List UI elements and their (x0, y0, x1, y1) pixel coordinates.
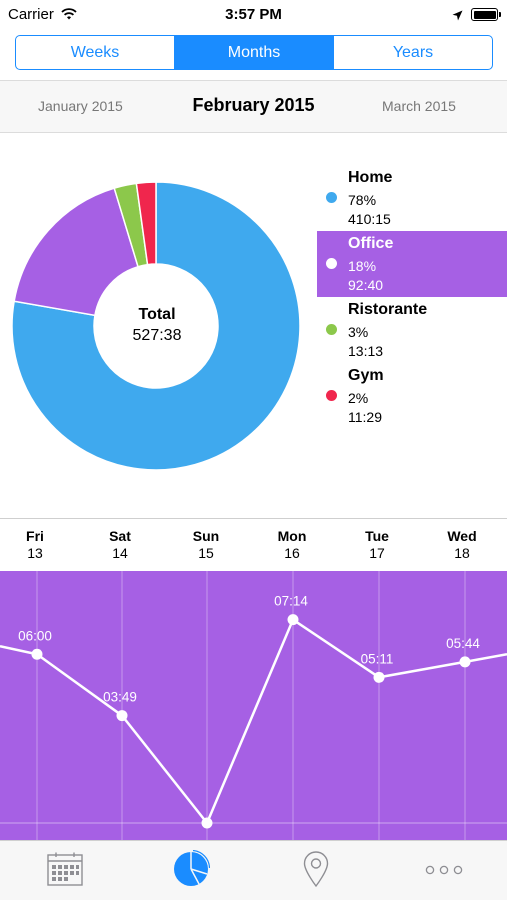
day-name: Sat (109, 528, 131, 544)
day-number: 14 (112, 545, 128, 561)
chart-point-2[interactable] (201, 817, 213, 829)
chart-point-4[interactable] (373, 671, 385, 683)
location-arrow-icon (452, 8, 463, 26)
days-divider (0, 518, 507, 519)
calendar-icon (47, 852, 83, 891)
legend-dot-office (326, 258, 337, 269)
day-column-wed[interactable]: Wed 18 (432, 528, 492, 562)
donut-chart[interactable] (10, 180, 302, 472)
legend-name: Home (348, 169, 393, 186)
legend-time: 11:29 (348, 409, 382, 425)
chart-point-label: 05:11 (361, 651, 394, 666)
legend-time: 410:15 (348, 211, 391, 227)
legend-percent: 2% (348, 390, 369, 406)
pie-chart-icon (172, 849, 211, 893)
header-divider (0, 80, 507, 81)
legend-item-gym[interactable]: Gym 2% 11:29 (317, 363, 507, 429)
day-name: Mon (277, 528, 307, 544)
wifi-icon (61, 7, 77, 25)
legend-dot-gym (326, 390, 337, 401)
legend-dot-home (326, 192, 337, 203)
legend-item-office[interactable]: Office 18% 92:40 (317, 231, 507, 297)
status-time: 3:57 PM (225, 6, 282, 23)
chart-point-label: 06:00 (18, 628, 52, 643)
day-column-sun[interactable]: Sun 15 (176, 528, 236, 562)
day-column-fri[interactable]: Fri 13 (5, 528, 65, 562)
next-month-button[interactable]: March 2015 (382, 98, 456, 114)
day-column-sat[interactable]: Sat 14 (90, 528, 150, 562)
day-name: Wed (447, 528, 477, 544)
legend-item-home[interactable]: Home 78% 410:15 (317, 165, 507, 231)
segment-months[interactable]: Months (174, 36, 333, 69)
days-row: Fri 13 Sat 14 Sun 15 Mon 16 Tue 17 Wed 1… (0, 519, 507, 571)
legend-item-ristorante[interactable]: Ristorante 3% 13:13 (317, 297, 507, 363)
legend-name: Gym (348, 367, 384, 384)
previous-month-button[interactable]: January 2015 (38, 98, 123, 114)
legend: Home 78% 410:15 Office 18% 92:40 Ristora… (317, 165, 507, 429)
tab-places[interactable] (276, 841, 356, 900)
chart-series-line (0, 618, 507, 825)
day-number: 17 (369, 545, 385, 561)
donut-slice-gym[interactable] (135, 181, 157, 266)
day-name: Tue (365, 528, 389, 544)
day-number: 16 (284, 545, 300, 561)
legend-percent: 78% (348, 192, 377, 208)
chart-point-0[interactable] (31, 648, 43, 660)
status-bar: Carrier 3:57 PM (0, 0, 507, 30)
battery-icon (471, 8, 501, 21)
segment-years[interactable]: Years (333, 36, 492, 69)
donut-slice-home[interactable] (11, 181, 301, 471)
donut-slice-office[interactable] (13, 187, 139, 317)
day-name: Fri (26, 528, 44, 544)
legend-name: Office (348, 235, 394, 252)
chart-point-label: 05:44 (446, 636, 480, 651)
legend-name: Ristorante (348, 301, 428, 318)
segment-weeks[interactable]: Weeks (70, 43, 120, 61)
period-segmented-control: Weeks Months Years (15, 35, 493, 70)
daily-line-chart[interactable]: 06:00 03:49 07:14 05:11 05:44 (0, 571, 507, 840)
tab-calendar[interactable] (25, 841, 105, 900)
total-label: Total (138, 306, 176, 323)
month-navigator: January 2015 February 2015 March 2015 (0, 81, 507, 133)
tab-statistics[interactable] (151, 841, 231, 900)
chart-point-label: 03:49 (103, 690, 137, 705)
line-chart-svg: 06:00 03:49 07:14 05:11 05:44 (0, 571, 507, 840)
more-dots-icon (425, 862, 463, 880)
chart-point-label: 07:14 (274, 594, 308, 609)
day-column-mon[interactable]: Mon 16 (262, 528, 322, 562)
chart-point-5[interactable] (459, 656, 471, 668)
current-month-title: February 2015 (192, 95, 315, 115)
day-number: 15 (198, 545, 214, 561)
map-pin-icon (303, 850, 329, 892)
chart-point-3[interactable] (287, 614, 299, 626)
day-number: 13 (27, 545, 43, 561)
tab-bar (0, 840, 507, 900)
day-number: 18 (454, 545, 470, 561)
legend-percent: 18% (348, 258, 377, 274)
legend-time: 92:40 (348, 277, 384, 293)
day-name: Sun (192, 528, 220, 544)
chart-point-1[interactable] (116, 710, 128, 722)
total-value: 527:38 (132, 327, 182, 344)
legend-time: 13:13 (348, 343, 384, 359)
tab-more[interactable] (404, 841, 484, 900)
carrier-label: Carrier (8, 6, 54, 23)
legend-percent: 3% (348, 324, 369, 340)
legend-dot-ristorante (326, 324, 337, 335)
day-column-tue[interactable]: Tue 17 (347, 528, 407, 562)
